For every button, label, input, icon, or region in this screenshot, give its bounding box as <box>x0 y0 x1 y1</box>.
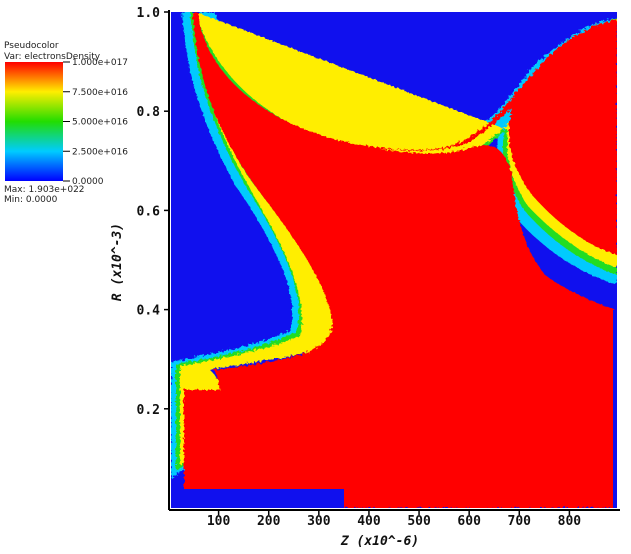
x-axis-ticks: 100 200 300 400 500 600 700 800 <box>207 510 581 529</box>
x-tick-label: 500 <box>407 514 431 529</box>
heatmap-field <box>171 12 617 508</box>
y-tick-label: 1.0 <box>137 6 161 21</box>
x-axis-title: Z (x10^-6) <box>340 534 419 549</box>
x-tick-label: 600 <box>457 514 481 529</box>
colorbar-tick-label: 2.500e+016 <box>72 147 128 157</box>
colorbar-variable: Var: electronsDensity <box>4 52 101 62</box>
y-tick-label: 0.4 <box>137 304 161 319</box>
colorbar-title: Pseudocolor <box>4 41 59 51</box>
x-tick-label: 100 <box>207 514 231 529</box>
lower-left-low-density-region <box>171 489 344 508</box>
y-tick-label: 0.8 <box>137 105 161 120</box>
right-edge-low-density-strip <box>613 310 617 508</box>
colorbar-gradient <box>5 62 63 181</box>
colorbar-max: Max: 1.903e+022 <box>4 185 85 195</box>
y-axis-ticks: 0.2 0.4 0.6 0.8 1.0 <box>137 6 169 418</box>
y-axis-title: R (x10^-3) <box>110 223 125 301</box>
density-halo <box>171 12 617 478</box>
x-tick-label: 300 <box>307 514 331 529</box>
x-tick-label: 400 <box>357 514 381 529</box>
colorbar-tick-label: 7.500e+016 <box>72 88 128 98</box>
colorbar-legend: Pseudocolor Var: electronsDensity 1.000e… <box>4 41 128 205</box>
y-tick-label: 0.2 <box>137 403 160 418</box>
density-core <box>184 12 617 508</box>
x-tick-label: 800 <box>558 514 582 529</box>
y-tick-label: 0.6 <box>137 204 161 219</box>
colorbar-tick-label: 5.000e+016 <box>72 118 128 128</box>
x-tick-label: 200 <box>257 514 281 529</box>
x-tick-label: 700 <box>508 514 532 529</box>
colorbar-tick-label: 1.000e+017 <box>72 58 128 68</box>
colorbar-ticks: 1.000e+017 7.500e+016 5.000e+016 2.500e+016… <box>63 58 128 187</box>
colorbar-min: Min: 0.0000 <box>4 195 58 205</box>
colorbar-tick-label: 0.0000 <box>72 177 104 187</box>
